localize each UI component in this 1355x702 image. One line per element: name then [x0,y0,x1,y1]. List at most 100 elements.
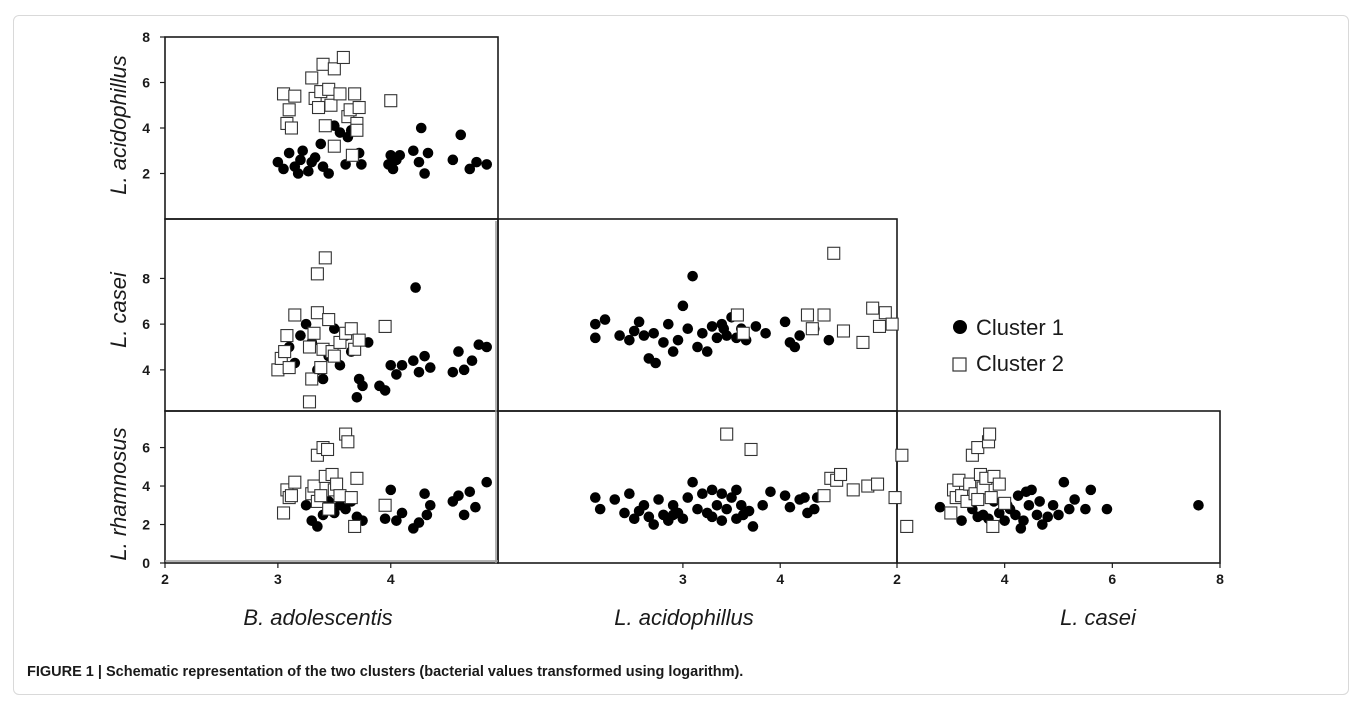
point-cluster-1 [419,168,430,179]
point-cluster-2 [986,519,1000,533]
point-cluster-2 [350,471,364,485]
point-cluster-2 [322,502,336,516]
point-cluster-1 [413,366,425,378]
point-cluster-1 [628,325,640,337]
point-cluster-1 [419,350,430,362]
point-cluster-1 [447,154,459,166]
point-cluster-2 [895,448,909,462]
point-cluster-1 [385,484,397,496]
point-cluster-2 [350,123,364,137]
point-cluster-2 [288,308,302,322]
point-cluster-1 [667,509,679,521]
point-cluster-2 [276,87,291,101]
point-cluster-1 [808,503,820,515]
point-cluster-2 [944,506,958,520]
point-cluster-2 [885,317,899,331]
point-cluster-2 [998,496,1012,510]
point-cluster-1 [422,147,434,159]
point-cluster-1 [1037,519,1048,530]
point-cluster-1 [413,517,425,528]
point-cluster-1 [823,334,835,346]
legend-label-cluster-2: Cluster 2 [976,351,1064,376]
point-cluster-1 [453,490,464,501]
point-cluster-1 [419,488,430,500]
point-cluster-2 [378,498,392,512]
point-cluster-1 [677,300,689,312]
x-tick-label: 8 [1216,571,1224,587]
x-tick-label: 4 [387,571,395,587]
point-cluster-1 [357,380,368,392]
point-cluster-1 [1031,509,1043,521]
point-cluster-1 [1069,494,1080,505]
y-tick-label: 8 [142,270,150,286]
point-cluster-2 [341,435,355,449]
point-cluster-1 [1026,484,1037,496]
point-cluster-1 [351,391,363,403]
point-cluster-2 [336,50,350,65]
figure-frame [13,15,1349,695]
point-cluster-1 [1034,496,1045,507]
point-cluster-1 [391,515,402,526]
x-tick-label: 4 [1001,571,1009,587]
point-cluster-1 [624,488,635,500]
point-cluster-1 [650,357,661,369]
point-cluster-1 [408,145,419,157]
point-cluster-2 [330,477,344,491]
point-cluster-2 [314,361,328,375]
point-cluster-1 [453,346,464,357]
point-cluster-1 [750,321,762,332]
point-cluster-1 [295,154,306,166]
point-cluster-1 [1058,476,1070,488]
point-cluster-1 [784,501,796,513]
point-cluster-1 [1018,515,1029,526]
point-cluster-2 [800,308,815,322]
point-cluster-1 [667,346,679,357]
point-cluster-1 [757,499,769,511]
point-cluster-2 [900,519,914,533]
point-cluster-2 [327,349,341,363]
point-cluster-1 [1042,511,1054,523]
point-cluster-2 [736,326,750,340]
point-cluster-2 [322,313,336,327]
point-cluster-2 [352,333,366,347]
point-cluster-1 [614,330,625,341]
y-tick-label: 6 [142,316,150,332]
point-cluster-1 [447,366,459,378]
point-cluster-1 [391,369,402,380]
point-cluster-1 [1101,503,1113,515]
point-cluster-2 [866,301,880,315]
point-cluster-1 [1053,509,1064,521]
point-cluster-2 [322,82,336,96]
point-cluster-2 [378,319,392,333]
point-cluster-1 [716,488,728,500]
point-cluster-1 [735,499,747,511]
point-cluster-2 [305,372,319,386]
point-cluster-2 [345,148,359,162]
point-cluster-1 [464,486,476,498]
point-cluster-1 [687,270,698,282]
point-cluster-2 [333,489,347,503]
point-cluster-1 [481,341,493,353]
point-cluster-1 [323,168,334,179]
point-cluster-1 [672,334,684,346]
point-cluster-2 [327,62,341,76]
point-cluster-1 [799,492,810,503]
point-cluster-1 [312,521,323,532]
point-cluster-2 [271,363,285,377]
point-cluster-1 [590,318,601,330]
y-tick-label: 6 [142,440,150,456]
x-axis-label-l-casei: L. casei [1060,605,1137,630]
point-cluster-2 [307,479,321,493]
point-cluster-2 [318,251,332,265]
point-cluster-1 [408,355,419,367]
legend-marker-cluster-2 [952,357,967,372]
point-cluster-1 [731,484,742,496]
figure-caption: FIGURE 1 | Schematic representation of t… [27,664,744,680]
point-cluster-1 [706,511,718,523]
point-cluster-2 [827,246,841,260]
x-axis-label-b-adolescentis: B. adolescentis [243,605,392,630]
point-cluster-2 [817,489,831,503]
point-cluster-1 [413,156,425,168]
point-cluster-1 [638,330,650,341]
